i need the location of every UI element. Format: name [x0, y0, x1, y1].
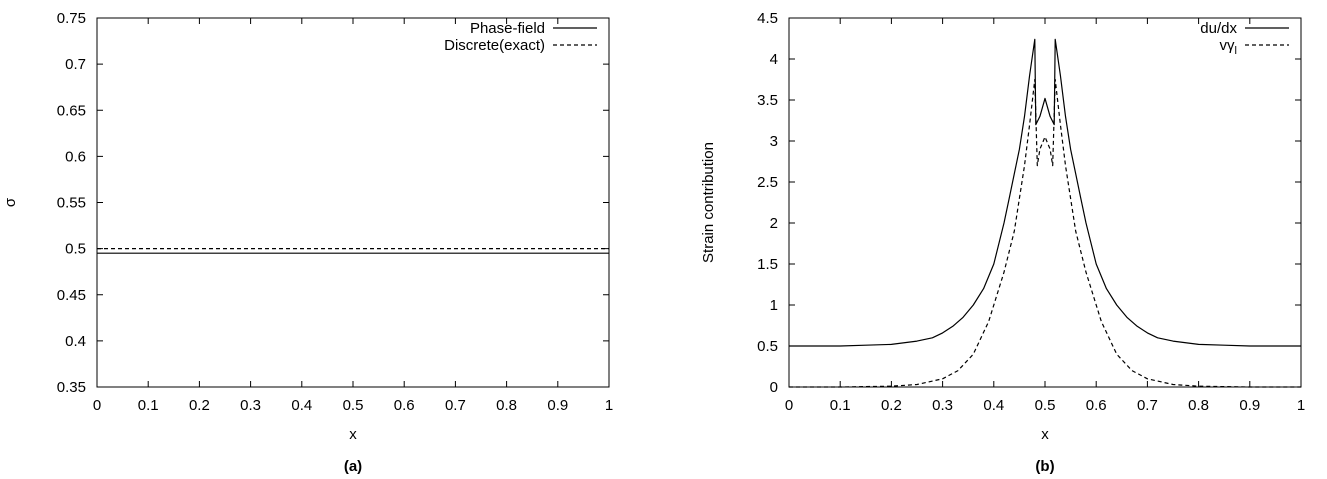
x-tick-label: 1	[605, 397, 613, 414]
chart-panel-b: 0 0.1 0.2 0.3 0.4 0.5 0.6 0.7 0.8 0.9 1 0 0.5 1 1.5 2 2.…	[700, 10, 1305, 475]
x-tick-label: 0.4	[983, 397, 1004, 414]
y-tick-label: 0.45	[57, 287, 86, 304]
x-axis-label-b: x	[1041, 426, 1049, 443]
x-tick-label: 0.4	[291, 397, 312, 414]
y-tick-label: 4.5	[757, 10, 778, 27]
legend-label: Discrete(exact)	[444, 37, 545, 54]
legend-label: vγl	[1220, 37, 1237, 57]
series-line-solid	[789, 38, 1301, 347]
legend-label: du/dx	[1200, 20, 1237, 37]
x-tick-label: 0.7	[1137, 397, 1158, 414]
x-tick-label: 0.7	[445, 397, 466, 414]
x-tick-label: 0.6	[1086, 397, 1107, 414]
x-tick-label: 1	[1297, 397, 1305, 414]
y-tick-label: 0.65	[57, 102, 86, 119]
y-tick-label: 3.5	[757, 92, 778, 109]
panel-caption-b: (b)	[1035, 458, 1054, 475]
x-tick-label: 0	[93, 397, 101, 414]
y-tick-label: 2.5	[757, 174, 778, 191]
y-tick-label: 1	[770, 297, 778, 314]
x-tick-label: 0.6	[394, 397, 415, 414]
y-tick-label: 4	[770, 51, 778, 68]
plot-frame-b	[788, 17, 1302, 388]
x-tick-label: 0.5	[1035, 397, 1056, 414]
y-axis-label-a: σ	[2, 197, 19, 207]
x-tick-label: 0.9	[547, 397, 568, 414]
y-tick-label: 1.5	[757, 256, 778, 273]
y-tick-label: 2	[770, 215, 778, 232]
y-tick-label: 0.75	[57, 10, 86, 27]
legend-label: Phase-field	[470, 20, 545, 37]
series-group-b	[789, 38, 1301, 388]
y-tick-label: 0.6	[65, 148, 86, 165]
y-tick-label: 3	[770, 133, 778, 150]
x-tick-label: 0.1	[138, 397, 159, 414]
x-tick-label: 0.5	[343, 397, 364, 414]
x-tick-label: 0.3	[240, 397, 261, 414]
y-tick-label: 0.7	[65, 56, 86, 73]
plot-frame-a	[96, 17, 610, 388]
y-tick-label: 0.55	[57, 195, 86, 212]
x-tick-label: 0.2	[881, 397, 902, 414]
tick-group-b: 0 0.1 0.2 0.3 0.4 0.5 0.6 0.7 0.8 0.9 1 0 0.5 1 1.5 2 2.…	[757, 10, 1305, 414]
y-tick-label: 0.5	[65, 241, 86, 258]
x-axis-label-a: x	[349, 426, 357, 443]
series-line-dashed	[789, 78, 1301, 388]
x-tick-label: 0.8	[496, 397, 517, 414]
x-tick-label: 0.9	[1239, 397, 1260, 414]
chart-panel-a: 0 0.1 0.2 0.3 0.4 0.5 0.6 0.7 0.8 0.9 1 0.35 0.4 0.45…	[2, 10, 613, 475]
y-axis-label-b: Strain contribution	[700, 142, 717, 263]
x-tick-label: 0.2	[189, 397, 210, 414]
y-tick-label: 0.35	[57, 379, 86, 396]
y-tick-label: 0.4	[65, 333, 86, 350]
x-tick-label: 0.1	[830, 397, 851, 414]
x-tick-label: 0.3	[932, 397, 953, 414]
series-group-a	[97, 248, 609, 254]
y-tick-label: 0.5	[757, 338, 778, 355]
x-tick-label: 0	[785, 397, 793, 414]
x-tick-label: 0.8	[1188, 397, 1209, 414]
panel-caption-a: (a)	[344, 458, 362, 475]
tick-group-a: 0 0.1 0.2 0.3 0.4 0.5 0.6 0.7 0.8 0.9 1 0.35 0.4 0.45…	[57, 10, 613, 414]
y-tick-label: 0	[770, 379, 778, 396]
